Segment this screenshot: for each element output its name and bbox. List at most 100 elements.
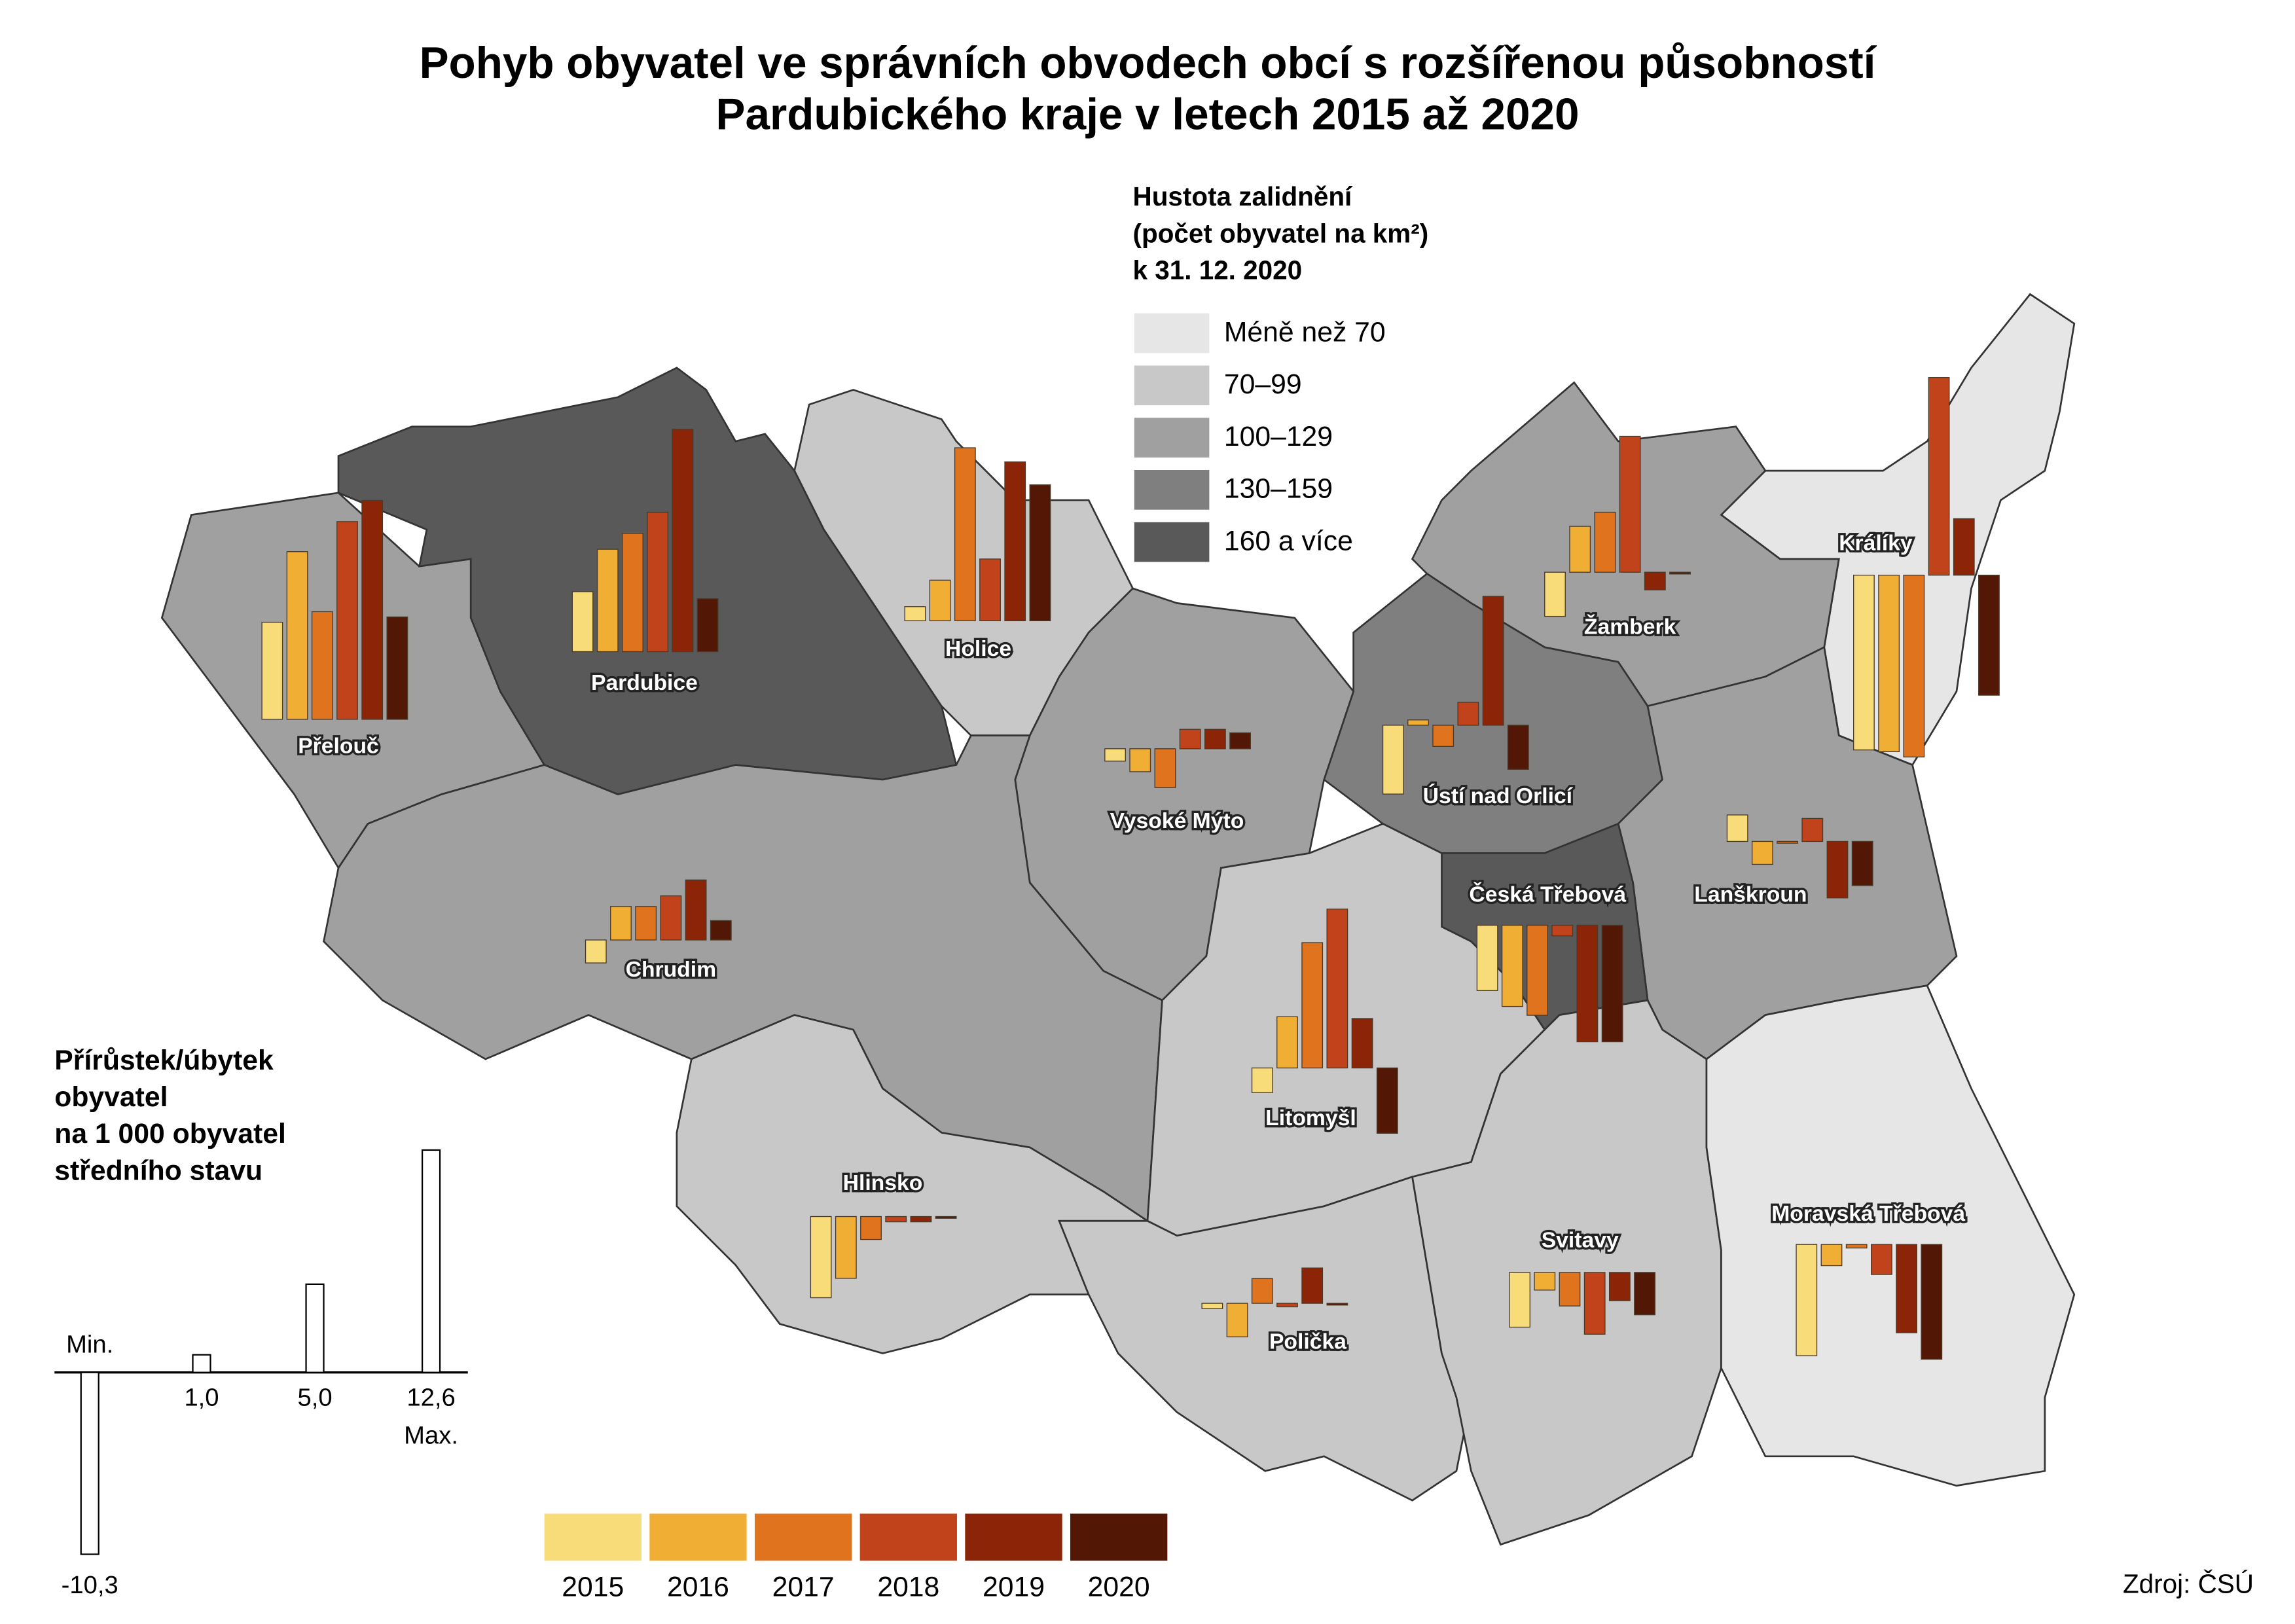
scale-min-label: Min. bbox=[66, 1330, 113, 1358]
bar bbox=[1251, 1067, 1273, 1093]
year-legend-label: 2015 bbox=[562, 1571, 624, 1602]
bar bbox=[1154, 748, 1176, 788]
scale-label: 5,0 bbox=[297, 1383, 332, 1411]
bar bbox=[1482, 596, 1504, 726]
bar bbox=[1777, 840, 1798, 844]
year-legend-swatch bbox=[1070, 1513, 1168, 1561]
bar bbox=[1326, 1303, 1348, 1306]
bar bbox=[1204, 729, 1226, 749]
bar bbox=[1559, 1272, 1581, 1307]
year-legend-swatch bbox=[649, 1513, 747, 1561]
bar bbox=[710, 920, 732, 941]
district-label: Králíky bbox=[1839, 530, 1913, 555]
district-label: Česká Třebová bbox=[1469, 882, 1626, 907]
bar bbox=[1594, 511, 1616, 573]
bar bbox=[1978, 575, 2000, 696]
scale-legend-title: obyvatel bbox=[54, 1081, 168, 1113]
title-line: Pardubického kraje v letech 2015 až 2020 bbox=[716, 90, 1580, 139]
bar bbox=[810, 1216, 832, 1299]
bar bbox=[1669, 571, 1691, 575]
regions bbox=[160, 293, 2076, 1546]
scale-legend-title: Přírůstek/úbytek bbox=[54, 1045, 274, 1076]
bar bbox=[954, 447, 976, 622]
scale-label: -10,3 bbox=[62, 1571, 118, 1599]
scale-max-label: Max. bbox=[404, 1422, 458, 1450]
bar bbox=[1820, 1244, 1843, 1267]
bar bbox=[361, 499, 384, 720]
density-legend-swatch bbox=[1134, 522, 1210, 562]
density-legend-title: (počet obyvatel na km²) bbox=[1133, 218, 1429, 248]
scale-legend-title: na 1 000 obyvatel bbox=[54, 1118, 286, 1149]
bar bbox=[1608, 1272, 1631, 1301]
bar bbox=[1551, 924, 1574, 937]
district-label: Vysoké Mýto bbox=[1110, 808, 1244, 833]
year-legend-label: 2019 bbox=[983, 1571, 1045, 1602]
title-line: Pohyb obyvatel ve správních obvodech obc… bbox=[420, 39, 1877, 88]
density-legend-swatch bbox=[1134, 365, 1210, 406]
bar bbox=[1251, 1278, 1273, 1304]
bar bbox=[1801, 818, 1824, 842]
bar bbox=[596, 549, 619, 653]
bar bbox=[1851, 840, 1873, 886]
scale-legend-title: středního stavu bbox=[54, 1155, 262, 1186]
density-legend-label: 100–129 bbox=[1224, 421, 1333, 452]
bar bbox=[1351, 1018, 1373, 1069]
bar bbox=[1382, 725, 1404, 795]
density-legend-label: 160 a více bbox=[1224, 526, 1353, 557]
bar bbox=[1229, 732, 1251, 749]
bar bbox=[585, 939, 607, 964]
bar bbox=[904, 606, 926, 622]
density-legend-title: k 31. 12. 2020 bbox=[1133, 255, 1303, 285]
bar bbox=[1004, 461, 1026, 622]
district-label: Lanškroun bbox=[1694, 882, 1807, 907]
bar bbox=[1476, 924, 1498, 991]
density-legend-swatch bbox=[1134, 470, 1210, 510]
bar bbox=[635, 906, 657, 941]
bar bbox=[1921, 1244, 1943, 1360]
bar bbox=[311, 611, 333, 720]
bar bbox=[1534, 1272, 1556, 1291]
bar bbox=[1928, 376, 1950, 576]
scale-label: 1,0 bbox=[184, 1383, 219, 1411]
bar bbox=[1432, 725, 1455, 747]
district-label: Ústí nad Orlicí bbox=[1423, 784, 1574, 808]
year-legend-swatch bbox=[754, 1513, 852, 1561]
bar bbox=[1751, 840, 1773, 865]
district-label: Pardubice bbox=[591, 670, 698, 695]
density-legend-label: 130–159 bbox=[1224, 473, 1333, 505]
bar bbox=[336, 521, 358, 720]
year-legend-label: 2018 bbox=[877, 1571, 939, 1602]
bar bbox=[1179, 729, 1201, 749]
bar bbox=[1301, 1267, 1324, 1304]
year-legend-swatch bbox=[859, 1513, 957, 1561]
bar bbox=[1507, 725, 1529, 770]
bar bbox=[835, 1216, 857, 1279]
bar bbox=[1576, 924, 1599, 1043]
bar bbox=[660, 895, 682, 941]
scale-bar bbox=[192, 1354, 211, 1373]
bar bbox=[1104, 748, 1126, 762]
bar bbox=[672, 429, 694, 653]
district-area bbox=[1705, 984, 2076, 1487]
bar bbox=[979, 558, 1001, 622]
bar bbox=[1201, 1303, 1223, 1309]
bar bbox=[1276, 1303, 1298, 1308]
density-legend-swatch bbox=[1134, 313, 1210, 353]
bar bbox=[1301, 942, 1324, 1069]
district-label: Hlinsko bbox=[843, 1170, 923, 1195]
bar bbox=[571, 591, 594, 653]
bar bbox=[1826, 840, 1849, 899]
density-legend-title: Hustota zalidnění bbox=[1133, 181, 1354, 211]
bar bbox=[885, 1216, 907, 1223]
bar bbox=[1276, 1016, 1298, 1069]
bar bbox=[1457, 702, 1479, 726]
district-bars bbox=[261, 376, 2000, 1360]
year-legend-label: 2017 bbox=[772, 1571, 835, 1602]
bar bbox=[1619, 435, 1641, 573]
district-label: Přelouč bbox=[298, 734, 379, 759]
bar bbox=[685, 879, 707, 941]
scale-bar bbox=[305, 1283, 325, 1373]
district-label: Polička bbox=[1269, 1329, 1346, 1354]
bar bbox=[1953, 518, 1975, 576]
